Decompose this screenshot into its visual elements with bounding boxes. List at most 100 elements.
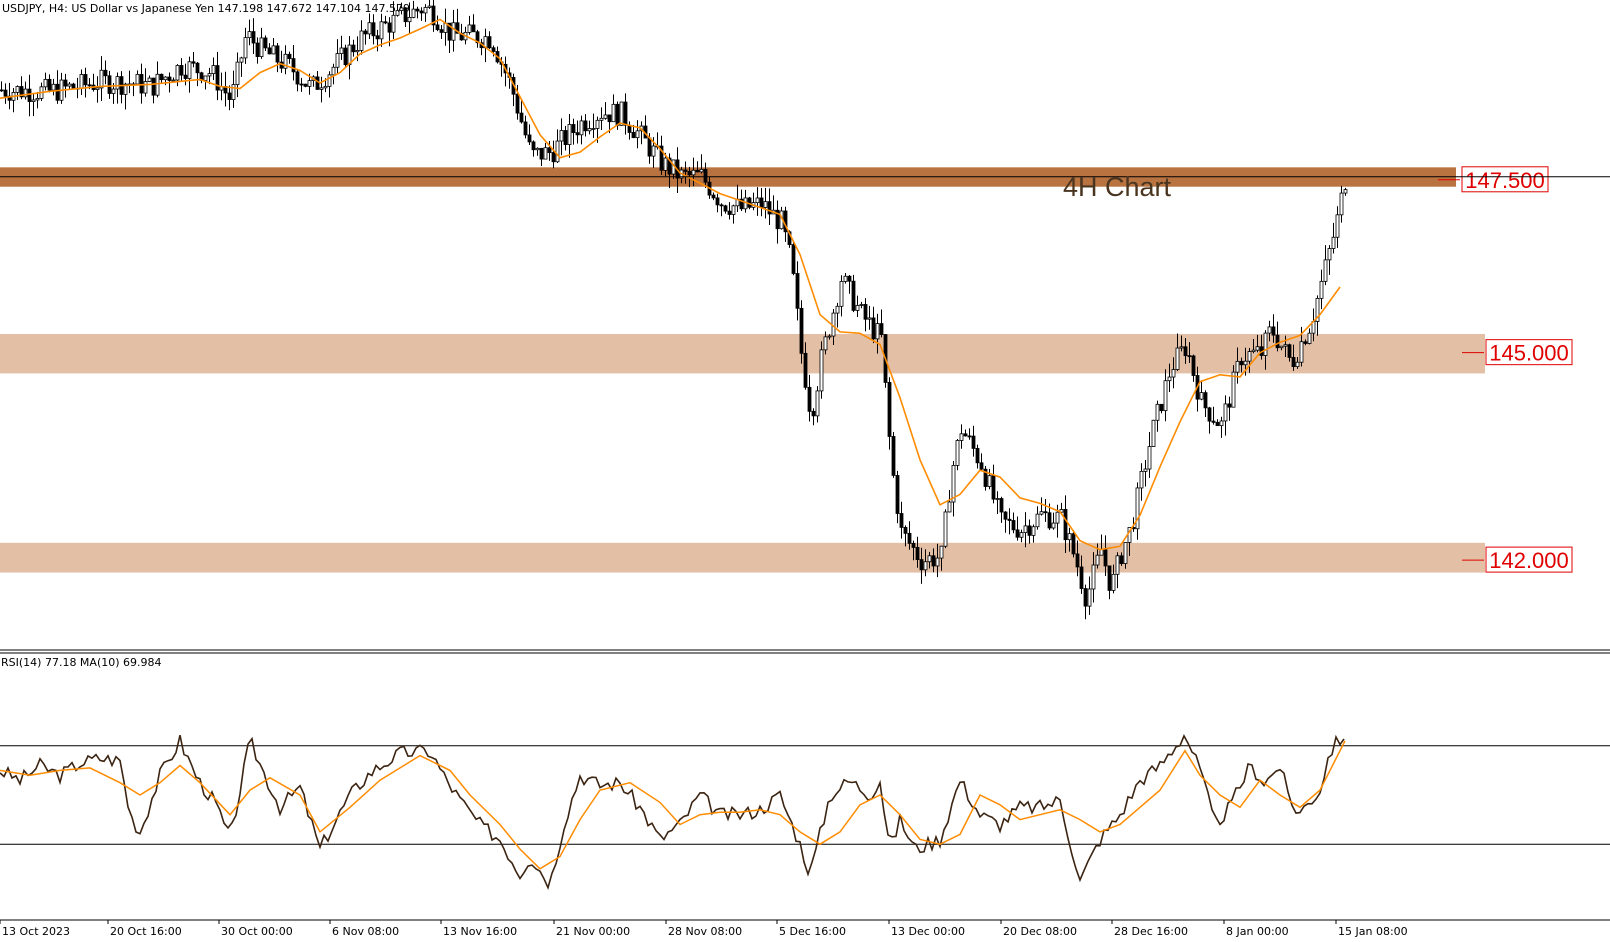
candle bbox=[363, 29, 368, 45]
candle bbox=[847, 274, 852, 294]
candle bbox=[479, 38, 484, 56]
candle bbox=[275, 43, 280, 73]
candle bbox=[795, 261, 800, 321]
candle bbox=[15, 85, 20, 100]
candle bbox=[1119, 552, 1124, 566]
candle bbox=[63, 73, 68, 98]
candle bbox=[975, 444, 980, 469]
candle bbox=[939, 545, 944, 571]
candle bbox=[371, 14, 376, 45]
candle bbox=[295, 69, 300, 92]
candle bbox=[1199, 380, 1204, 401]
candle bbox=[531, 140, 536, 157]
candle bbox=[71, 82, 76, 89]
time-tick-label: 28 Nov 08:00 bbox=[668, 925, 742, 938]
candle bbox=[863, 298, 868, 332]
candle bbox=[711, 192, 716, 201]
candle bbox=[1307, 328, 1312, 345]
candle bbox=[103, 60, 108, 85]
time-tick-label: 5 Dec 16:00 bbox=[779, 925, 846, 938]
candle bbox=[1339, 185, 1344, 223]
candle bbox=[343, 44, 348, 67]
candle bbox=[1111, 564, 1116, 594]
time-tick-label: 28 Dec 16:00 bbox=[1114, 925, 1188, 938]
level-label: 147.500 bbox=[1465, 168, 1545, 193]
candle bbox=[1343, 187, 1348, 196]
time-tick-label: 30 Oct 00:00 bbox=[221, 925, 293, 938]
candle bbox=[271, 38, 276, 55]
candle bbox=[811, 408, 816, 426]
candle bbox=[147, 75, 152, 83]
candle bbox=[623, 93, 628, 135]
candle bbox=[727, 202, 732, 220]
candle bbox=[1051, 512, 1056, 530]
candle bbox=[415, 6, 420, 19]
candle bbox=[11, 88, 16, 113]
candle bbox=[639, 121, 644, 145]
candle bbox=[491, 45, 496, 57]
candle bbox=[1071, 530, 1076, 558]
level-label-box bbox=[1461, 166, 1549, 193]
candle bbox=[1123, 542, 1128, 569]
candle bbox=[191, 52, 196, 68]
candle bbox=[931, 548, 936, 573]
candle bbox=[663, 152, 668, 177]
candle bbox=[523, 115, 528, 139]
candle bbox=[619, 101, 624, 126]
candle bbox=[547, 140, 552, 161]
candle bbox=[143, 68, 148, 97]
candle bbox=[699, 154, 704, 174]
candle bbox=[119, 71, 124, 104]
candle bbox=[603, 102, 608, 120]
candle bbox=[1331, 222, 1336, 254]
candle bbox=[1031, 524, 1036, 543]
candle bbox=[563, 125, 568, 151]
candle bbox=[911, 540, 916, 561]
candle bbox=[1279, 345, 1284, 351]
candle bbox=[59, 72, 64, 104]
candle bbox=[423, 4, 428, 22]
candle bbox=[427, 0, 432, 9]
candle bbox=[1147, 432, 1152, 478]
candle bbox=[1175, 333, 1180, 371]
candle bbox=[731, 204, 736, 224]
candle bbox=[1203, 390, 1208, 417]
candle bbox=[367, 13, 372, 39]
candle bbox=[683, 161, 688, 184]
rsi-lines bbox=[0, 734, 1346, 891]
candle bbox=[1327, 245, 1332, 275]
candle bbox=[155, 61, 160, 98]
candle bbox=[1007, 508, 1012, 535]
time-tick-label: 20 Dec 08:00 bbox=[1003, 925, 1077, 938]
candle bbox=[79, 69, 84, 96]
candle bbox=[551, 140, 556, 169]
candle bbox=[955, 439, 960, 471]
candle bbox=[335, 39, 340, 74]
candle bbox=[411, 0, 416, 19]
candle bbox=[611, 94, 616, 123]
candle bbox=[799, 300, 804, 364]
candle bbox=[95, 76, 100, 103]
candle bbox=[715, 193, 720, 213]
candle bbox=[487, 31, 492, 50]
candle bbox=[763, 187, 768, 219]
candle bbox=[451, 9, 456, 52]
level-label-box bbox=[1485, 339, 1573, 366]
candle bbox=[1059, 502, 1064, 514]
time-axis-ticks: 13 Oct 2023 20 Oct 16:00 30 Oct 00:00 6 Nov… bbox=[0, 920, 1408, 938]
time-tick-label: 21 Nov 00:00 bbox=[556, 925, 630, 938]
rsi-header: RSI(14) 77.18 MA(10) 69.984 bbox=[1, 656, 162, 669]
time-tick-label: 6 Nov 08:00 bbox=[332, 925, 399, 938]
candle bbox=[1291, 344, 1296, 371]
candle bbox=[27, 74, 32, 117]
candle bbox=[459, 23, 464, 41]
candle bbox=[1015, 516, 1020, 541]
candle bbox=[943, 509, 948, 549]
candle bbox=[1295, 357, 1300, 369]
candle bbox=[311, 75, 316, 87]
candle bbox=[203, 75, 208, 90]
candle bbox=[907, 521, 912, 550]
rsi-level-lines bbox=[0, 745, 1610, 845]
candle bbox=[235, 52, 240, 98]
